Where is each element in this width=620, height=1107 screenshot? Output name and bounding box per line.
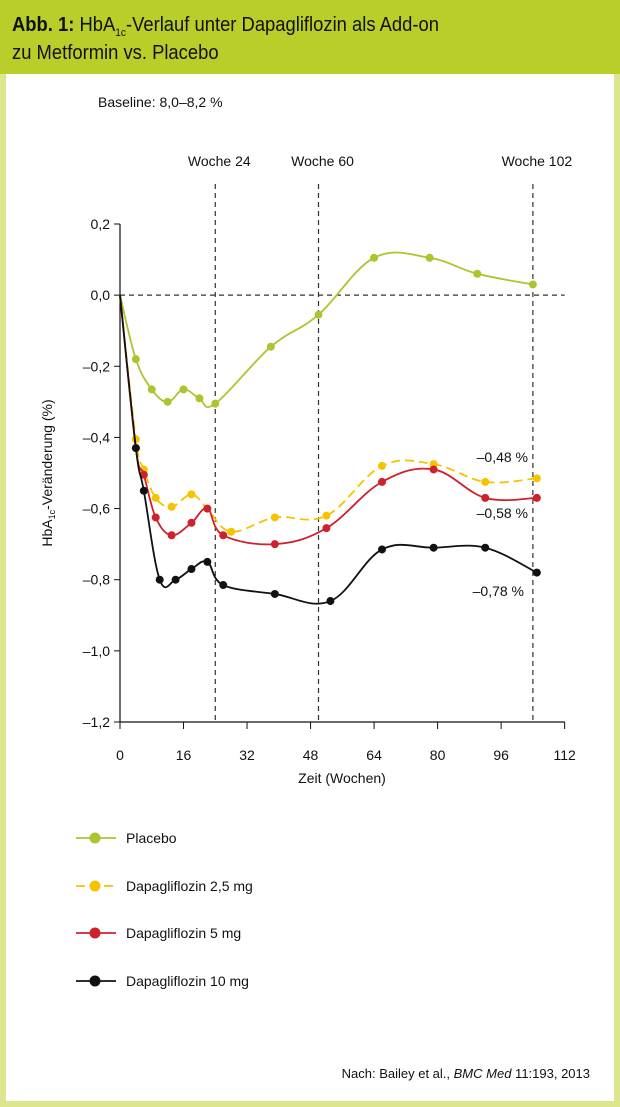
- x-tick-label: 16: [176, 747, 192, 763]
- week-marker-label: Woche 24: [188, 153, 251, 169]
- baseline-text: Baseline: 8,0–8,2 %: [98, 94, 223, 110]
- data-point: [473, 269, 482, 278]
- data-point: [171, 575, 180, 584]
- x-tick-label: 80: [430, 747, 446, 763]
- data-point: [481, 543, 490, 552]
- source-citation: Nach: Bailey et al., BMC Med 11:193, 201…: [342, 1066, 590, 1081]
- data-point: [139, 470, 148, 479]
- data-point: [270, 513, 279, 522]
- data-point: [155, 575, 164, 584]
- series-line: [119, 295, 537, 546]
- data-point: [532, 474, 541, 483]
- y-tick-label: 0,2: [91, 216, 111, 232]
- data-point: [179, 385, 188, 394]
- x-tick-label: 96: [493, 747, 509, 763]
- y-tick-label: –1,2: [83, 714, 110, 730]
- y-axis-label: HbA1c-Veränderung (%): [39, 399, 57, 546]
- figure-title-line2: zu Metformin vs. Placebo: [12, 42, 219, 64]
- week-marker-label: Woche 60: [291, 153, 354, 169]
- y-tick-label: 0,0: [91, 287, 111, 303]
- data-point: [378, 477, 387, 486]
- data-point: [163, 397, 172, 406]
- data-point: [187, 565, 196, 574]
- data-point: [481, 493, 490, 502]
- series-line: [119, 295, 538, 605]
- data-point: [429, 543, 438, 552]
- data-point: [151, 493, 160, 502]
- data-point: [151, 513, 160, 522]
- legend-label: Dapagliflozin 2,5 mg: [126, 878, 253, 894]
- data-point: [481, 477, 490, 486]
- legend-swatch-marker: [89, 832, 101, 844]
- legend-label: Dapagliflozin 10 mg: [126, 973, 249, 989]
- data-point: [378, 461, 387, 470]
- source-suffix: 11:193, 2013: [511, 1066, 590, 1081]
- data-point: [370, 253, 379, 262]
- y-tick-label: –0,2: [83, 358, 110, 374]
- x-axis-label: Zeit (Wochen): [298, 770, 386, 786]
- x-tick-label: 64: [366, 747, 382, 763]
- data-point: [532, 493, 541, 502]
- x-tick-label: 112: [553, 747, 576, 763]
- data-point: [322, 524, 331, 533]
- end-value-label: –0,78 %: [473, 583, 524, 599]
- data-point: [326, 597, 335, 606]
- end-value-label: –0,58 %: [477, 505, 528, 521]
- title-rest: -Verlauf unter Dapagliflozin als Add-on: [125, 14, 439, 36]
- data-point: [227, 527, 236, 536]
- figure-header: Abb. 1: HbA1c-Verlauf unter Dapagliflozi…: [0, 0, 620, 74]
- y-tick-label: –0,6: [83, 501, 110, 517]
- data-point: [314, 310, 323, 319]
- y-tick-label: –0,8: [83, 572, 110, 588]
- data-point: [167, 502, 176, 511]
- legend-swatch-marker: [89, 880, 101, 892]
- x-tick-label: 0: [116, 747, 124, 763]
- title-sub: 1c: [115, 27, 126, 39]
- x-tick-label: 32: [239, 747, 255, 763]
- data-point: [195, 394, 204, 403]
- data-point: [270, 589, 279, 598]
- title-hba: HbA: [79, 14, 116, 36]
- data-point: [528, 280, 537, 289]
- legend-swatch-marker: [89, 975, 101, 987]
- data-point: [378, 545, 387, 554]
- y-tick-label: –1,0: [83, 643, 110, 659]
- data-point: [131, 444, 140, 453]
- y-tick-label: –0,4: [83, 429, 110, 445]
- figure-title-line1: Abb. 1: HbA1c-Verlauf unter Dapagliflozi…: [12, 14, 439, 39]
- data-point: [425, 253, 434, 262]
- legend-label: Placebo: [126, 830, 177, 846]
- data-point: [219, 531, 228, 540]
- data-point: [532, 568, 541, 577]
- series-line: [119, 295, 537, 533]
- series-line: [119, 251, 534, 408]
- data-point: [147, 385, 156, 394]
- figure-label: Abb. 1:: [12, 14, 75, 36]
- legend-swatch-marker: [89, 927, 101, 939]
- data-point: [219, 581, 228, 590]
- data-point: [131, 355, 140, 364]
- legend-label: Dapagliflozin 5 mg: [126, 925, 241, 941]
- data-point: [270, 540, 279, 549]
- week-marker-label: Woche 102: [502, 153, 573, 169]
- data-point: [429, 465, 438, 474]
- data-point: [266, 342, 275, 351]
- x-tick-label: 48: [303, 747, 319, 763]
- data-point: [322, 511, 331, 520]
- end-value-label: –0,48 %: [477, 449, 528, 465]
- data-point: [211, 399, 220, 408]
- source-prefix: Nach: Bailey et al.,: [341, 1066, 454, 1081]
- data-point: [203, 504, 212, 513]
- data-point: [203, 557, 212, 566]
- source-journal: BMC Med: [453, 1066, 512, 1081]
- data-point: [187, 518, 196, 527]
- data-point: [139, 486, 148, 495]
- data-point: [167, 531, 176, 540]
- data-point: [187, 490, 196, 499]
